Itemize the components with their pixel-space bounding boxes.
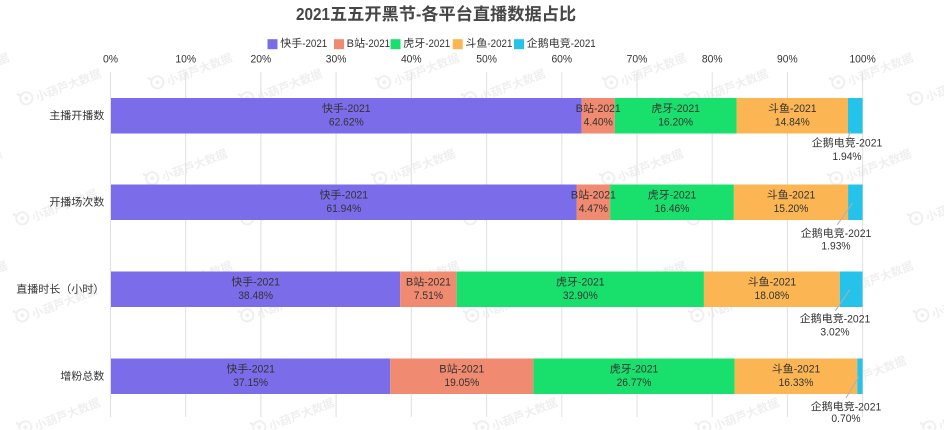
svg-text:-2021: -2021 xyxy=(424,277,451,289)
svg-text:60%: 60% xyxy=(551,54,572,66)
svg-text:B: B xyxy=(439,364,446,376)
svg-text:70%: 70% xyxy=(627,54,648,66)
svg-text:16.20%: 16.20% xyxy=(658,116,693,128)
svg-text:16.46%: 16.46% xyxy=(655,203,690,215)
svg-text:40%: 40% xyxy=(401,54,422,66)
svg-text:0%: 0% xyxy=(103,54,118,66)
svg-text:7.51%: 7.51% xyxy=(414,290,443,302)
svg-text:37.15%: 37.15% xyxy=(233,377,268,389)
svg-text:B: B xyxy=(406,277,413,289)
svg-text:-2021: -2021 xyxy=(770,277,797,289)
svg-text:B: B xyxy=(571,190,578,202)
svg-text:14.84%: 14.84% xyxy=(775,116,810,128)
svg-text:-2021: -2021 xyxy=(845,228,872,240)
svg-text:38.48%: 38.48% xyxy=(238,290,273,302)
svg-text:26.77%: 26.77% xyxy=(617,377,652,389)
svg-text:-2021: -2021 xyxy=(578,277,605,289)
svg-text:-2021: -2021 xyxy=(673,103,700,115)
svg-text:1.94%: 1.94% xyxy=(832,151,861,163)
svg-text:-2021: -2021 xyxy=(594,103,621,115)
svg-text:B: B xyxy=(347,38,354,50)
svg-text:1.93%: 1.93% xyxy=(821,240,850,252)
svg-text:-2021: -2021 xyxy=(487,38,512,50)
svg-text:-2021: -2021 xyxy=(855,401,882,413)
svg-text:B: B xyxy=(576,103,583,115)
svg-text:-2021: -2021 xyxy=(425,38,450,50)
svg-text:16.33%: 16.33% xyxy=(779,377,814,389)
svg-text:-2021: -2021 xyxy=(458,364,485,376)
svg-text:0.70%: 0.70% xyxy=(831,413,860,425)
svg-text:10%: 10% xyxy=(175,54,196,66)
svg-text:-2021: -2021 xyxy=(670,190,697,202)
svg-text:62.62%: 62.62% xyxy=(329,116,364,128)
svg-text:-2021: -2021 xyxy=(253,277,280,289)
svg-text:61.94%: 61.94% xyxy=(326,203,361,215)
svg-text:-2021: -2021 xyxy=(844,313,871,325)
svg-text:90%: 90% xyxy=(777,54,798,66)
svg-text:-2021: -2021 xyxy=(342,190,369,202)
svg-text:-2021: -2021 xyxy=(856,138,883,150)
svg-text:19.05%: 19.05% xyxy=(444,377,479,389)
svg-text:-2021: -2021 xyxy=(589,190,616,202)
svg-text:4.47%: 4.47% xyxy=(579,203,608,215)
svg-text:2021: 2021 xyxy=(296,4,330,24)
svg-text:-2021: -2021 xyxy=(344,103,371,115)
svg-text:100%: 100% xyxy=(849,54,875,66)
svg-text:-2021: -2021 xyxy=(789,190,816,202)
svg-text:-2021: -2021 xyxy=(248,364,275,376)
svg-text:18.08%: 18.08% xyxy=(755,290,790,302)
svg-text:50%: 50% xyxy=(476,54,497,66)
svg-text:30%: 30% xyxy=(326,54,347,66)
svg-text:-2021: -2021 xyxy=(302,38,327,50)
svg-text:32.90%: 32.90% xyxy=(563,290,598,302)
svg-text:-2021: -2021 xyxy=(632,364,659,376)
svg-text:-2021: -2021 xyxy=(794,364,821,376)
svg-text:20%: 20% xyxy=(251,54,272,66)
svg-text:4.40%: 4.40% xyxy=(584,116,613,128)
svg-text:-2021: -2021 xyxy=(365,38,390,50)
svg-text:-: - xyxy=(416,4,422,24)
svg-text:80%: 80% xyxy=(702,54,723,66)
svg-text:15.20%: 15.20% xyxy=(774,203,809,215)
svg-text:3.02%: 3.02% xyxy=(820,327,849,339)
svg-text:-2021: -2021 xyxy=(790,103,817,115)
svg-text:-2021: -2021 xyxy=(571,38,596,50)
